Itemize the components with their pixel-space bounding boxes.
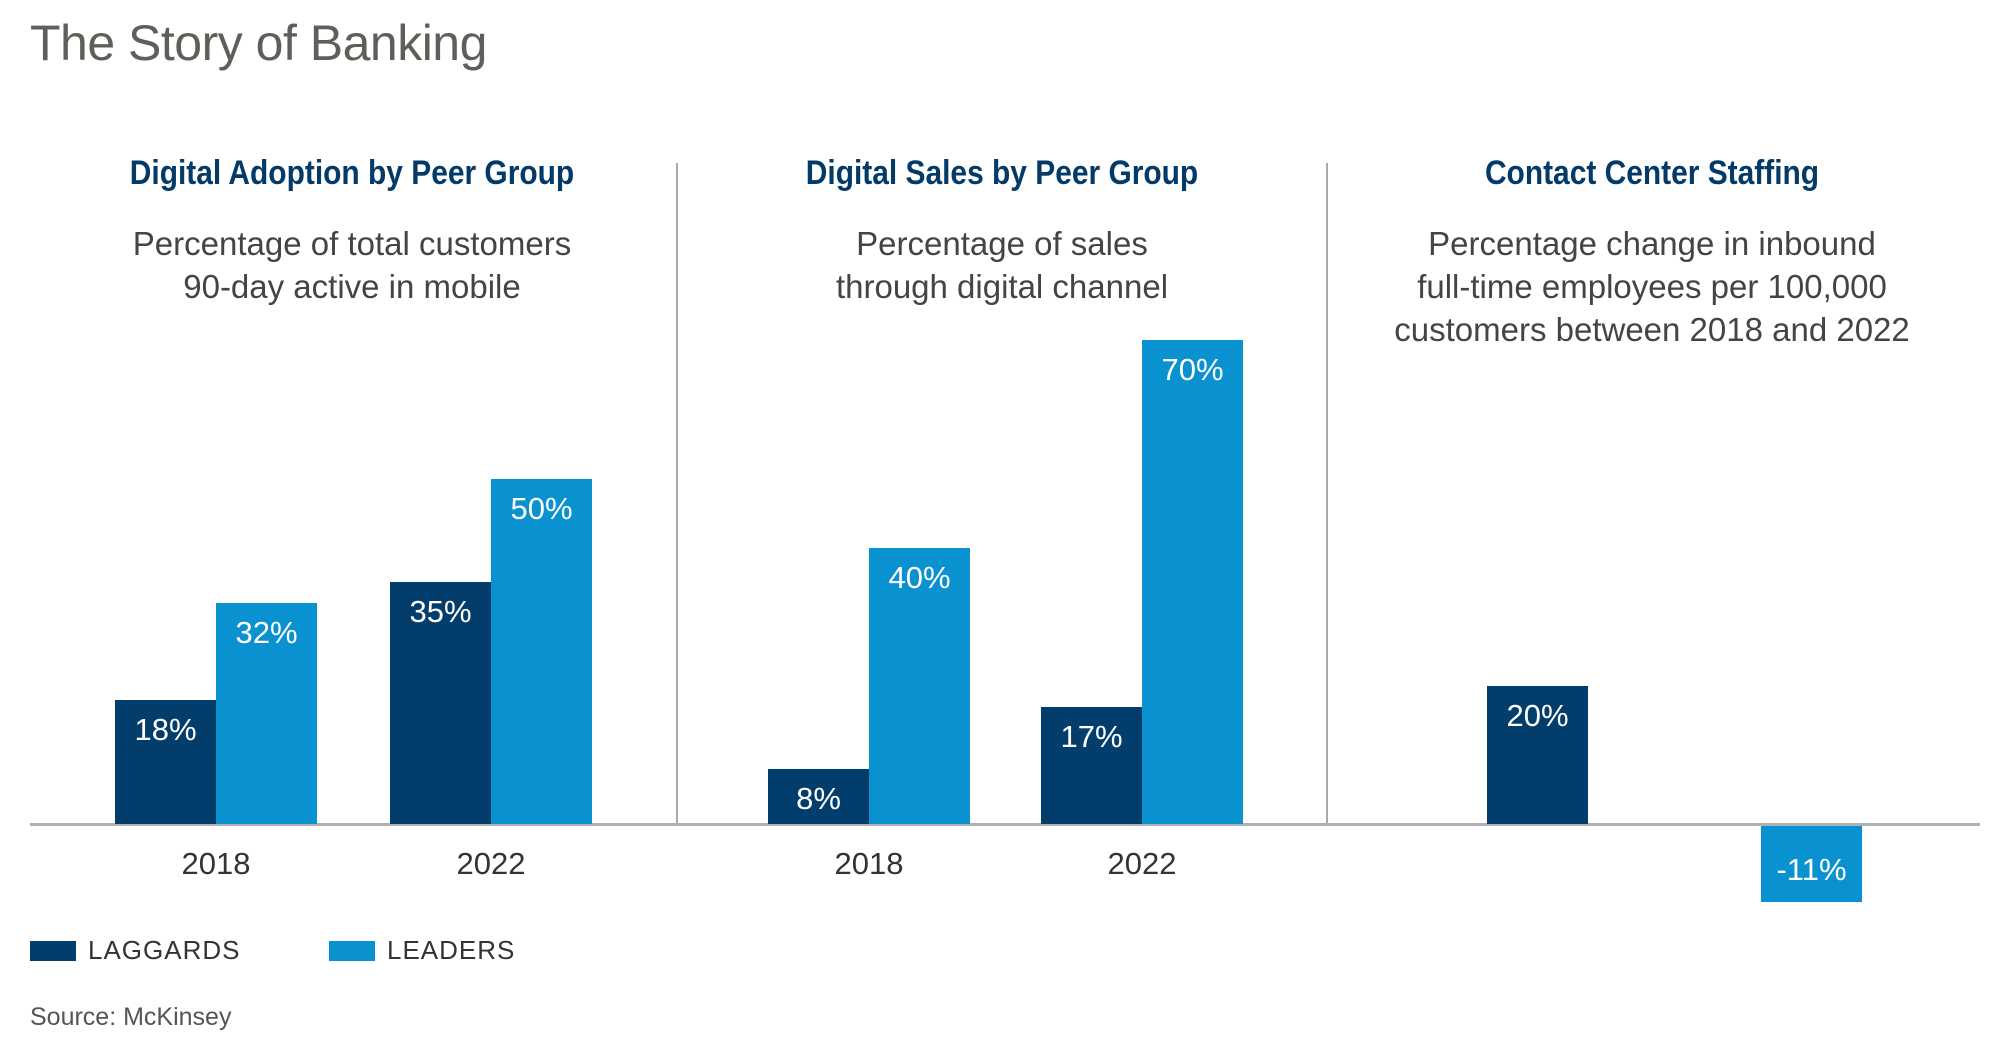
bar-laggards-2022 xyxy=(390,582,491,824)
x-tick-label: 2018 xyxy=(834,846,904,881)
data-label: -11% xyxy=(1776,852,1847,887)
bar-leaders-2022 xyxy=(1142,340,1243,824)
source-note: Source: McKinsey xyxy=(30,1003,232,1031)
data-label: 70% xyxy=(1161,352,1224,388)
data-label: 17% xyxy=(1060,718,1123,754)
data-label: 20% xyxy=(1506,697,1569,733)
panel-subtitle-line: Percentage of sales xyxy=(856,225,1148,262)
bar-leaders-change xyxy=(1761,826,1862,902)
bar-laggards-2022 xyxy=(1041,706,1142,824)
bar-laggards-2018 xyxy=(768,768,869,824)
zero-baseline xyxy=(30,823,1980,826)
data-label: 8% xyxy=(796,780,841,816)
bar-leaders-2018 xyxy=(869,547,970,824)
legend-label-laggards: LAGGARDS xyxy=(88,935,241,965)
legend-label-leaders: LEADERS xyxy=(387,935,516,965)
panel-subtitle-line: customers between 2018 and 2022 xyxy=(1394,311,1910,348)
panel-title: Digital Sales by Peer Group xyxy=(805,154,1199,192)
panel-divider xyxy=(676,163,678,826)
panel-title: Contact Center Staffing xyxy=(1484,154,1820,192)
bar-laggards-change xyxy=(1487,685,1588,824)
panel-subtitle: Percentage of total customers 90-day acti… xyxy=(32,222,672,308)
x-tick-label: 2018 xyxy=(181,846,251,881)
data-label: 18% xyxy=(134,711,197,747)
data-label: 40% xyxy=(888,559,951,595)
data-label: 50% xyxy=(510,490,573,526)
main-title: The Story of Banking xyxy=(30,15,487,71)
bar-leaders-2022 xyxy=(491,478,592,824)
panel-subtitle-line: through digital channel xyxy=(835,268,1169,305)
data-label: 35% xyxy=(409,594,472,630)
data-label: 32% xyxy=(235,614,298,650)
panel-subtitle-line: Percentage change in inbound xyxy=(1428,225,1876,262)
panel-divider xyxy=(1326,163,1328,826)
legend-swatch-laggards xyxy=(30,941,76,961)
panel-subtitle-line: Percentage of total customers xyxy=(132,225,572,262)
panel-title: Digital Adoption by Peer Group xyxy=(129,154,575,192)
x-tick-label: 2022 xyxy=(456,846,526,881)
panel-subtitle: Percentage of sales through digital chann… xyxy=(682,222,1322,308)
panel-subtitle: Percentage change in inbound full-time em… xyxy=(1332,222,1972,351)
panel-subtitle-line: full-time employees per 100,000 xyxy=(1417,268,1887,305)
x-tick-label: 2022 xyxy=(1107,846,1177,881)
bar-leaders-2018 xyxy=(216,602,317,824)
panel-subtitle-line: 90-day active in mobile xyxy=(183,268,521,305)
bar-laggards-2018 xyxy=(115,699,216,824)
legend-swatch-leaders xyxy=(329,941,375,961)
